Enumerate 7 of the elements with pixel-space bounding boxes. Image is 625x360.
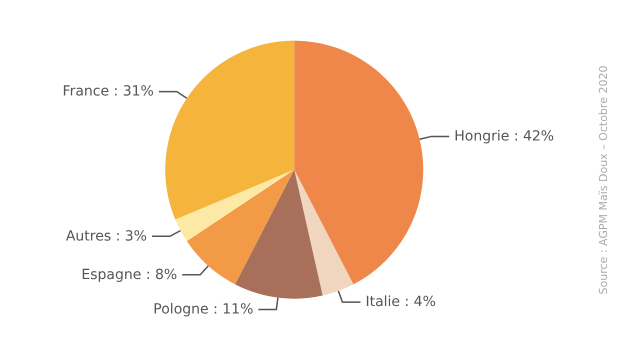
slice-label: Pologne : 11% <box>153 302 254 318</box>
slice-label: Italie : 4% <box>365 294 436 310</box>
source-note: Source : AGPM Maïs Doux – Octobre 2020 <box>597 66 610 294</box>
slice-label: Espagne : 8% <box>81 266 178 283</box>
slice-label: Autres : 3% <box>66 228 147 244</box>
slice-label: France : 31% <box>62 84 154 100</box>
slice-label: Hongrie : 42% <box>454 128 554 144</box>
